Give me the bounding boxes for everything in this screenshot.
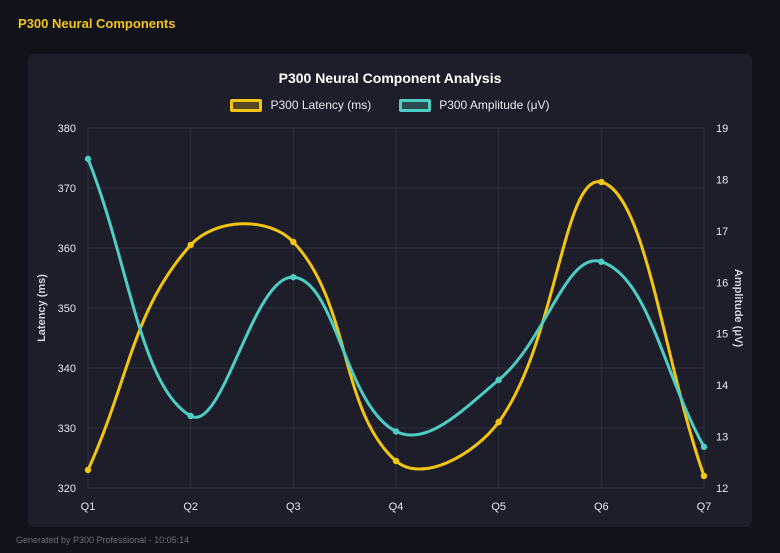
- right-axis-title: Amplitude (μV): [732, 269, 744, 348]
- legend-item[interactable]: P300 Amplitude (μV): [399, 98, 550, 112]
- legend-label: P300 Amplitude (μV): [439, 98, 550, 112]
- data-point[interactable]: [598, 178, 605, 186]
- data-point[interactable]: [187, 241, 194, 249]
- x-axis-tick: Q4: [389, 501, 404, 513]
- data-point[interactable]: [700, 472, 708, 480]
- legend-item[interactable]: P300 Latency (ms): [230, 98, 371, 112]
- x-axis-tick: Q3: [286, 501, 301, 513]
- left-axis-tick: 340: [58, 363, 76, 375]
- data-point[interactable]: [187, 412, 194, 420]
- right-axis-tick: 16: [716, 277, 728, 289]
- data-point[interactable]: [84, 466, 92, 474]
- left-axis-title: Latency (ms): [36, 274, 48, 342]
- data-point[interactable]: [495, 376, 502, 384]
- right-axis-tick: 17: [716, 226, 728, 238]
- legend-swatch: [399, 98, 432, 112]
- left-axis-tick: 320: [58, 483, 76, 495]
- left-axis-tick: 330: [58, 423, 76, 435]
- right-axis-tick: 19: [716, 123, 728, 135]
- right-axis-tick: 15: [716, 329, 728, 341]
- data-point[interactable]: [495, 418, 502, 426]
- x-axis-tick: Q6: [594, 501, 609, 513]
- chart-legend: P300 Latency (ms) P300 Amplitude (μV): [28, 98, 752, 112]
- chart-title: P300 Neural Component Analysis: [278, 70, 502, 86]
- right-axis-tick: 18: [716, 174, 728, 186]
- x-axis-tick: Q7: [697, 501, 712, 513]
- left-axis-tick: 350: [58, 303, 76, 315]
- legend-swatch: [230, 98, 263, 112]
- left-axis-tick: 360: [58, 243, 76, 255]
- data-point[interactable]: [700, 443, 708, 451]
- data-point[interactable]: [392, 457, 400, 465]
- right-axis-tick: 14: [716, 380, 728, 392]
- left-axis-tick: 380: [58, 123, 76, 135]
- x-axis-tick: Q1: [81, 501, 96, 513]
- chart-panel: P300 Neural Component Analysis P300 Late…: [28, 54, 752, 527]
- data-point[interactable]: [392, 428, 400, 435]
- x-axis-tick: Q5: [491, 501, 506, 513]
- page-title: P300 Neural Components: [18, 16, 176, 31]
- data-point[interactable]: [290, 238, 297, 246]
- left-axis-tick: 370: [58, 183, 76, 195]
- x-axis-tick: Q2: [183, 501, 198, 513]
- right-axis-tick: 13: [716, 432, 728, 444]
- legend-label: P300 Latency (ms): [270, 98, 372, 112]
- data-point[interactable]: [84, 155, 92, 163]
- data-point[interactable]: [598, 258, 605, 265]
- data-point[interactable]: [290, 273, 297, 281]
- chart-canvas[interactable]: 320 330 340 350 360 370 380 12 13 14 15 16 17 18 19 Q1 Q…: [28, 118, 752, 522]
- footer-note: Generated by P300 Professional - 10:05:1…: [16, 535, 190, 545]
- right-axis-tick: 12: [716, 483, 728, 495]
